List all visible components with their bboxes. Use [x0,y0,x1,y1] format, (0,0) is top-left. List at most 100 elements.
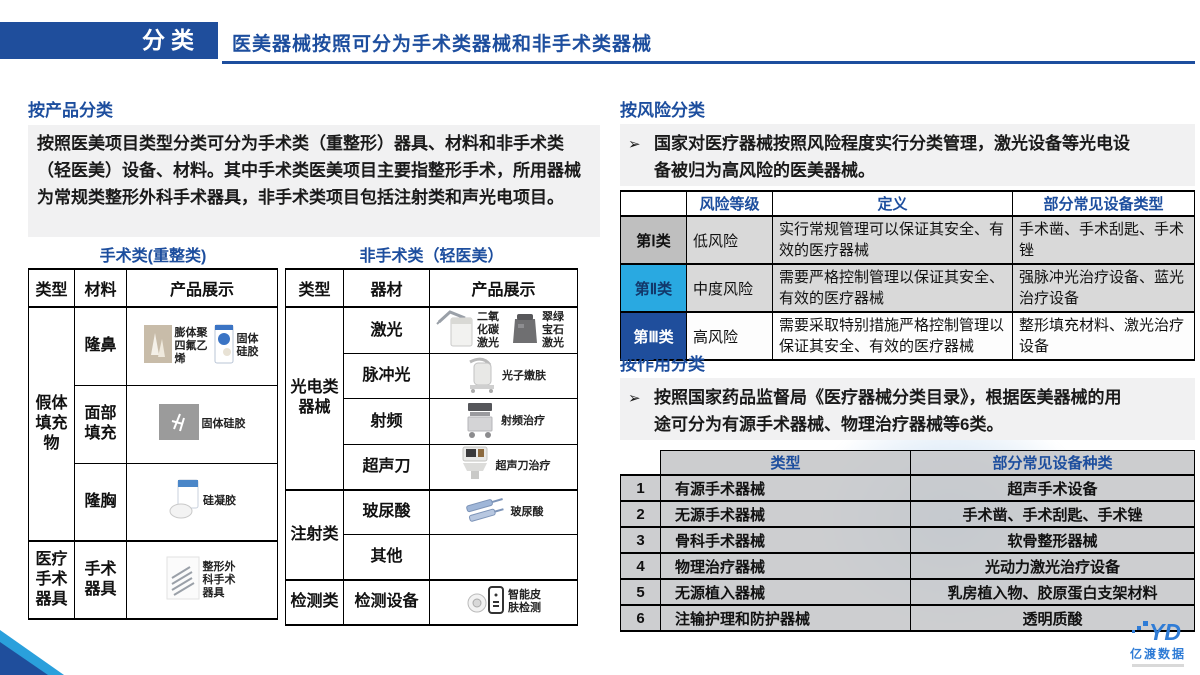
arrow-bullet-icon: ➢ [628,136,641,153]
table-row: 第Ⅱ类 中度风险 需要严格控制管理以保证其安全、有效的医疗器械 强脉冲光治疗设备… [620,263,1195,313]
nonsurgical-table: 类型 器材 产品展示 光电类器械 激光 二氧化碳激光 翠绿宝石激光 脉冲光 光 [285,268,578,626]
product-cell: 射频治疗 [429,398,578,445]
product-label: 膨体聚四氟乙烯 [174,326,208,365]
risk-level-cell: 高风险 [686,311,773,361]
product-cell: 超声刀治疗 [429,444,578,490]
product-label: 玻尿酸 [510,505,544,518]
col-header-blank [620,450,661,476]
product-label: 光子嫩肤 [502,369,546,382]
logo-mark: YD [1130,620,1186,644]
syringes-image [464,496,508,529]
hifu-machine-image [457,446,493,489]
function-type-cell: 无源手术器械 [660,500,911,528]
table-row: 1 有源手术器械 超声手术设备 [620,474,1195,502]
col-header-devices: 部分常见设备种类 [910,450,1195,476]
skin-analyzer-image [465,583,505,622]
type-cell: 光电类器械 [285,306,344,490]
product-label: 翠绿宝石激光 [542,311,564,349]
silicone-bottle-image [214,324,234,369]
logo-tagline-placeholder [1131,664,1184,667]
ipl-machine-image [461,355,499,398]
material-cell: 隆胸 [74,462,127,542]
risk-grade-cell: 第Ⅰ类 [620,215,687,265]
header-tag: 分类 [0,22,218,59]
col-header-type: 类型 [660,450,911,476]
table-row: 射频 射频治疗 [286,398,578,445]
product-label: 智能皮肤检测 [508,589,541,614]
logo-mark-text: YD [1149,619,1181,645]
col-header-type: 类型 [285,268,344,308]
type-cell: 注射类 [285,488,344,580]
table-row: 2 无源手术器械 手术凿、手术刮匙、手术锉 [620,500,1195,528]
table-row: 光电类器械 激光 二氧化碳激光 翠绿宝石激光 [285,306,578,490]
col-header-definition: 定义 [772,190,1013,217]
equipment-cell: 其他 [343,534,430,580]
function-devices-cell: 乳房植入物、胶原蛋白支架材料 [910,578,1195,606]
function-bullet: ➢ 按照国家药品监督局《医疗器械分类目录》，根据医美器械的用途可分为有源手术器械… [620,378,1195,440]
section-title-risk: 按风险分类 [620,101,705,120]
row-number: 6 [620,604,661,632]
rf-machine-image [462,400,498,444]
risk-definition-cell: 需要严格控制管理以保证其安全、有效的医疗器械 [772,263,1013,313]
risk-devices-cell: 手术凿、手术刮匙、手术锉 [1012,215,1195,265]
type-cell: 检测类 [285,578,344,626]
function-devices-cell: 透明质酸 [910,604,1195,632]
co2-laser-image [434,309,474,353]
function-devices-cell: 手术凿、手术刮匙、手术锉 [910,500,1195,528]
product-label: 射频治疗 [501,415,545,427]
material-cell: 面部填充 [74,384,127,464]
table-row: 超声刀 超声刀治疗 [286,444,578,490]
product-cell: 膨体聚四氟乙烯 固体硅胶 [126,306,278,386]
material-cell: 隆鼻 [74,306,127,386]
equipment-cell: 激光 [343,306,430,354]
col-header-risk-level: 风险等级 [686,190,773,217]
function-table: 类型 部分常见设备种类 1 有源手术器械 超声手术设备 2 无源手术器械 手术凿… [620,450,1195,632]
equipment-cell: 超声刀 [343,444,430,490]
col-header-type: 类型 [28,268,75,308]
function-type-cell: 有源手术器械 [660,474,911,502]
arrow-bullet-icon: ➢ [628,390,641,407]
page-title: 医美器械按照可分为手术类器械和非手术类器械 [232,34,653,55]
product-label: 固体硅胶 [201,417,246,430]
col-header-display: 产品展示 [429,268,578,308]
equipment-cell: 射频 [343,398,430,445]
row-number: 5 [620,578,661,606]
surgical-tools-image [166,556,200,605]
section-title-function: 按作用分类 [620,355,705,374]
table-row: 6 注输护理和防护器械 透明质酸 [620,604,1195,632]
product-label: 二氧化碳激光 [477,311,499,349]
risk-definition-cell: 需要采取特别措施严格控制管理以保证其安全、有效的医疗器械 [772,311,1013,361]
product-label: 硅凝胶 [203,495,236,508]
product-cell: 光子嫩肤 [429,353,578,399]
function-devices-cell: 软骨整形器械 [910,526,1195,554]
function-devices-cell: 光动力激光治疗设备 [910,552,1195,580]
function-type-cell: 无源植入器械 [660,578,911,606]
col-header-blank [620,190,687,217]
material-cell: 手术器具 [74,540,127,620]
product-cell: 整形外科手术器具 [126,540,278,620]
product-label: 整形外科手术器具 [202,560,236,599]
table-row: 4 物理治疗器械 光动力激光治疗设备 [620,552,1195,580]
table-row: 检测类 检测设备 智能皮肤检测 [285,578,578,626]
risk-table: 风险等级 定义 部分常见设备类型 第Ⅰ类 低风险 实行常规管理可以保证其安全、有… [620,190,1195,361]
function-type-cell: 注输护理和防护器械 [660,604,911,632]
product-cell: 智能皮肤检测 [429,578,578,626]
table-header-row: 类型 材料 产品展示 [28,268,278,308]
risk-grade-cell: 第Ⅱ类 [620,263,687,313]
surgical-table-title: 手术类(重整类) [99,248,207,265]
function-type-cell: 骨科手术器械 [660,526,911,554]
equipment-cell: 脉冲光 [343,353,430,399]
company-logo: YD 亿渡数据 [1130,620,1186,667]
table-header-row: 类型 部分常见设备种类 [620,450,1195,476]
equipment-cell: 检测设备 [343,578,430,626]
logo-name: 亿渡数据 [1129,647,1186,661]
logo-pixels-icon [1131,616,1148,640]
table-row: 5 无源植入器械 乳房植入物、胶原蛋白支架材料 [620,578,1195,606]
row-number: 4 [620,552,661,580]
table-row: 3 骨科手术器械 软骨整形器械 [620,526,1195,554]
risk-devices-cell: 强脉冲光治疗设备、蓝光治疗设备 [1012,263,1195,313]
risk-definition-cell: 实行常规管理可以保证其安全、有效的医疗器械 [772,215,1013,265]
risk-level-cell: 低风险 [686,215,773,265]
risk-devices-cell: 整形填充材料、激光治疗设备 [1012,311,1195,361]
